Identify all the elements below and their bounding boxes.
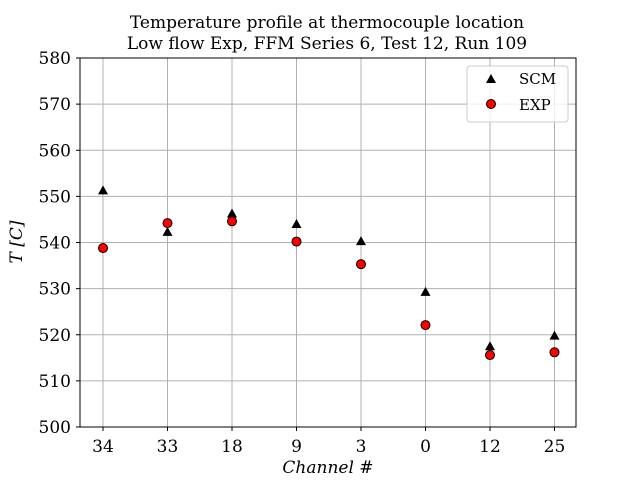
legend: SCM EXP [466, 65, 569, 123]
point-exp-0 [420, 320, 431, 331]
chart-title: Temperature profile at thermocouple loca… [130, 13, 524, 33]
x-axis-label: Channel # [282, 458, 373, 478]
data-points [98, 185, 560, 361]
y-tick-label: 500 [39, 418, 71, 438]
y-axis-ticks: 500 510 520 530 540 550 560 570 580 [39, 49, 80, 438]
point-exp-18 [227, 216, 237, 227]
legend-marker-exp [486, 99, 496, 109]
x-tick-label: 34 [92, 437, 114, 457]
point-exp-25 [549, 347, 560, 358]
point-exp-9 [291, 236, 302, 247]
legend-marker-scm [486, 74, 496, 83]
point-scm-3 [356, 236, 366, 246]
y-tick-label: 560 [39, 141, 71, 161]
point-scm-34 [98, 185, 108, 195]
y-tick-label: 580 [39, 49, 71, 69]
point-scm-0 [420, 286, 431, 296]
x-tick-label: 9 [291, 437, 302, 457]
y-tick-label: 550 [39, 187, 71, 207]
point-exp-33 [162, 218, 173, 229]
point-scm-33 [162, 226, 173, 236]
x-tick-label: 0 [420, 437, 431, 457]
point-scm-18 [227, 208, 237, 218]
point-scm-25 [549, 330, 560, 340]
y-tick-label: 530 [39, 280, 71, 300]
x-tick-label: 33 [157, 437, 179, 457]
x-tick-label: 12 [479, 437, 501, 457]
point-scm-9 [291, 219, 302, 229]
point-scm-12 [485, 341, 495, 351]
y-axis-label: T [C] [7, 220, 27, 263]
x-axis-ticks: 34 33 18 9 3 0 12 25 [92, 427, 565, 457]
point-exp-3 [356, 259, 366, 270]
point-exp-34 [98, 243, 108, 254]
x-tick-label: 25 [544, 437, 566, 457]
point-exp-12 [485, 350, 495, 361]
y-tick-label: 570 [39, 95, 71, 115]
plot-frame [79, 57, 577, 428]
x-tick-label: 3 [356, 437, 367, 457]
y-tick-label: 520 [39, 326, 71, 346]
y-tick-label: 540 [39, 234, 71, 254]
legend-label-scm: SCM [519, 70, 556, 88]
x-tick-label: 18 [221, 437, 243, 457]
legend-label-exp: EXP [519, 96, 551, 114]
chart-subtitle: Low flow Exp, FFM Series 6, Test 12, Run… [127, 34, 527, 54]
y-tick-label: 510 [39, 372, 71, 392]
